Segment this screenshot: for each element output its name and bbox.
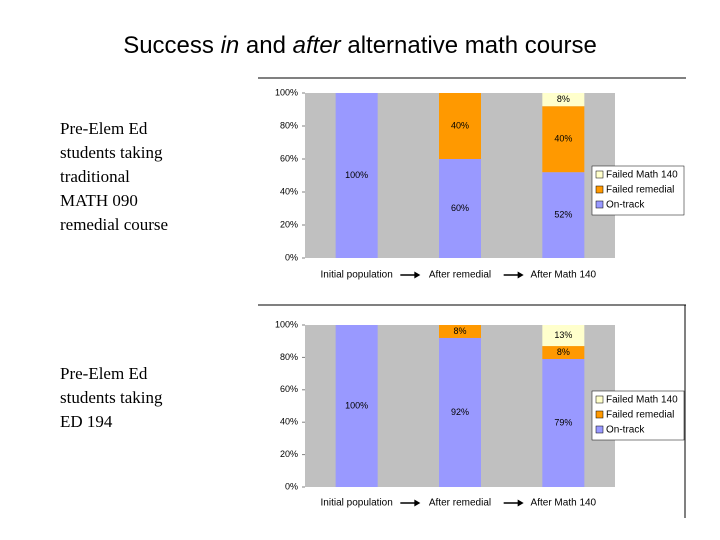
arrow-head <box>517 499 524 507</box>
bar-segment <box>335 325 378 487</box>
data-label: 40% <box>554 134 572 144</box>
x-tick-label: Initial population <box>321 498 393 509</box>
legend-swatch <box>595 185 604 194</box>
bar-segment <box>542 106 585 173</box>
y-tick-label: 100% <box>275 87 298 97</box>
y-tick-label: 40% <box>280 417 298 427</box>
legend-swatch <box>595 200 604 209</box>
y-tick-label: 80% <box>280 352 298 362</box>
caption-line: Pre-Elem Ed <box>60 364 148 383</box>
y-tick-label: 0% <box>285 481 298 491</box>
bar-segment <box>542 325 585 347</box>
bar-segment <box>335 93 378 258</box>
y-tick-label: 0% <box>285 252 298 262</box>
bar-segment <box>439 93 481 159</box>
y-tick-label: 80% <box>280 120 298 130</box>
data-label: 92% <box>451 407 469 417</box>
bar-segment <box>542 172 585 258</box>
y-tick-label: 100% <box>275 319 298 329</box>
legend-label: Failed Math 140 <box>606 395 678 406</box>
caption-line: students taking <box>60 388 163 407</box>
data-label: 100% <box>345 400 368 410</box>
title-part: and <box>239 32 292 59</box>
data-label: 60% <box>451 203 469 213</box>
legend-swatch <box>595 410 604 419</box>
bar-segment <box>542 359 585 487</box>
bar-segment <box>439 337 481 487</box>
bar-segment <box>542 93 585 107</box>
caption-line: Pre-Elem Ed <box>60 119 148 138</box>
legend-label: On-track <box>606 425 645 436</box>
legend-swatch <box>595 395 604 404</box>
title-part: Success <box>123 32 220 59</box>
y-tick-label: 20% <box>280 219 298 229</box>
bar-segment <box>439 325 481 338</box>
caption-line: remedial course <box>60 215 168 234</box>
y-tick-label: 60% <box>280 153 298 163</box>
arrow-head <box>414 499 421 507</box>
legend-label: Failed remedial <box>606 185 674 196</box>
legend-label: Failed remedial <box>606 410 674 421</box>
y-tick-label: 60% <box>280 384 298 394</box>
legend-label: Failed Math 140 <box>606 170 678 181</box>
legend-swatch <box>595 425 604 434</box>
arrow-head <box>414 271 421 279</box>
data-label: 52% <box>554 209 572 219</box>
caption-line: MATH 090 <box>60 191 138 210</box>
title-part: after <box>293 32 342 59</box>
x-tick-label: After remedial <box>429 498 491 509</box>
bar-segment <box>542 346 585 360</box>
data-label: 40% <box>451 120 469 130</box>
caption-line: ED 194 <box>60 412 113 431</box>
legend-box <box>591 390 685 441</box>
data-label: 13% <box>554 330 572 340</box>
data-label: 8% <box>453 326 466 336</box>
x-tick-label: After Math 140 <box>531 498 597 509</box>
data-label: 100% <box>345 170 368 180</box>
legend-box <box>591 165 685 216</box>
data-label: 79% <box>554 417 572 427</box>
caption-line: students taking <box>60 143 163 162</box>
title-part: alternative math course <box>341 32 597 59</box>
arrow-head <box>517 271 524 279</box>
legend-swatch <box>595 170 604 179</box>
x-tick-label: Initial population <box>321 270 393 281</box>
caption-line: traditional <box>60 167 130 186</box>
x-tick-label: After Math 140 <box>531 270 597 281</box>
x-tick-label: After remedial <box>429 270 491 281</box>
legend-label: On-track <box>606 200 645 211</box>
title-part: in <box>221 32 240 59</box>
y-tick-label: 20% <box>280 449 298 459</box>
data-label: 8% <box>557 94 570 104</box>
y-tick-label: 40% <box>280 186 298 196</box>
data-label: 8% <box>557 347 570 357</box>
slide-title: Success in and after alternative math co… <box>123 32 597 59</box>
bar-segment <box>439 159 481 258</box>
